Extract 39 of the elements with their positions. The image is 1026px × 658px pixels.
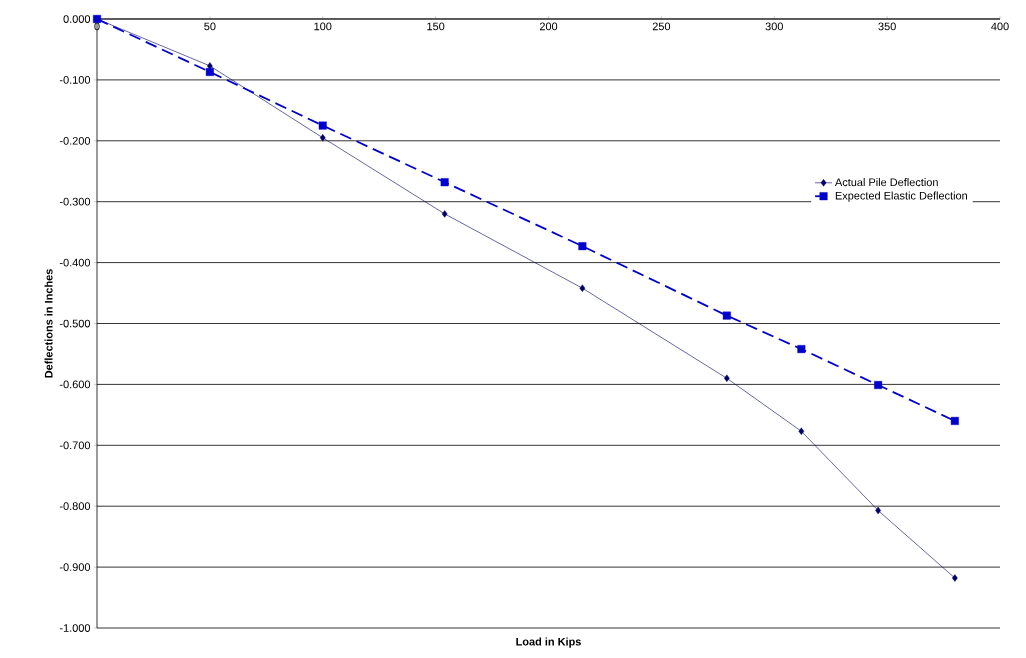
point bbox=[440, 178, 449, 187]
point bbox=[318, 121, 327, 130]
y-tick-label: -0.300 bbox=[59, 197, 91, 206]
y-tick-label: -1.000 bbox=[59, 624, 91, 632]
legend-label: Expected Elastic Deflection bbox=[835, 191, 967, 202]
point bbox=[722, 311, 731, 320]
y-tick-label: -0.800 bbox=[59, 502, 91, 511]
y-tick-label: -0.200 bbox=[59, 136, 91, 145]
point bbox=[874, 381, 883, 389]
x-tick-label: 100 bbox=[314, 22, 332, 31]
y-tick-label: -0.400 bbox=[59, 258, 91, 267]
y-tick-label: -0.700 bbox=[59, 441, 91, 450]
y-tick-label: -0.500 bbox=[59, 319, 91, 328]
y-tick-label: 0.000 bbox=[63, 15, 91, 23]
x-tick-label: 200 bbox=[539, 22, 558, 31]
point bbox=[207, 62, 213, 70]
point bbox=[441, 210, 448, 218]
x-tick-label: 0 bbox=[94, 22, 100, 31]
point bbox=[724, 374, 730, 382]
x-tick-label: 350 bbox=[878, 22, 896, 31]
legend-label: Actual Pile Deflection bbox=[834, 178, 938, 187]
x-tick-label: 300 bbox=[765, 22, 783, 31]
point bbox=[578, 242, 587, 251]
y-tick-label: -0.900 bbox=[59, 563, 91, 571]
point bbox=[950, 416, 959, 425]
x-tick-label: 400 bbox=[991, 22, 1009, 31]
x-tick-label: 250 bbox=[652, 22, 671, 31]
y-tick-label: -0.100 bbox=[59, 76, 91, 84]
point bbox=[205, 67, 214, 76]
x-tick-label: 50 bbox=[204, 22, 216, 31]
y-axis-title: Deflections in Inches bbox=[44, 269, 53, 378]
point bbox=[952, 574, 958, 582]
point bbox=[319, 134, 326, 142]
x-tick-label: 150 bbox=[427, 22, 445, 31]
point bbox=[797, 345, 806, 354]
x-axis-title: Load in Kips bbox=[516, 637, 581, 648]
point bbox=[579, 284, 586, 292]
y-tick-label: -0.600 bbox=[59, 380, 91, 389]
point bbox=[798, 427, 805, 435]
